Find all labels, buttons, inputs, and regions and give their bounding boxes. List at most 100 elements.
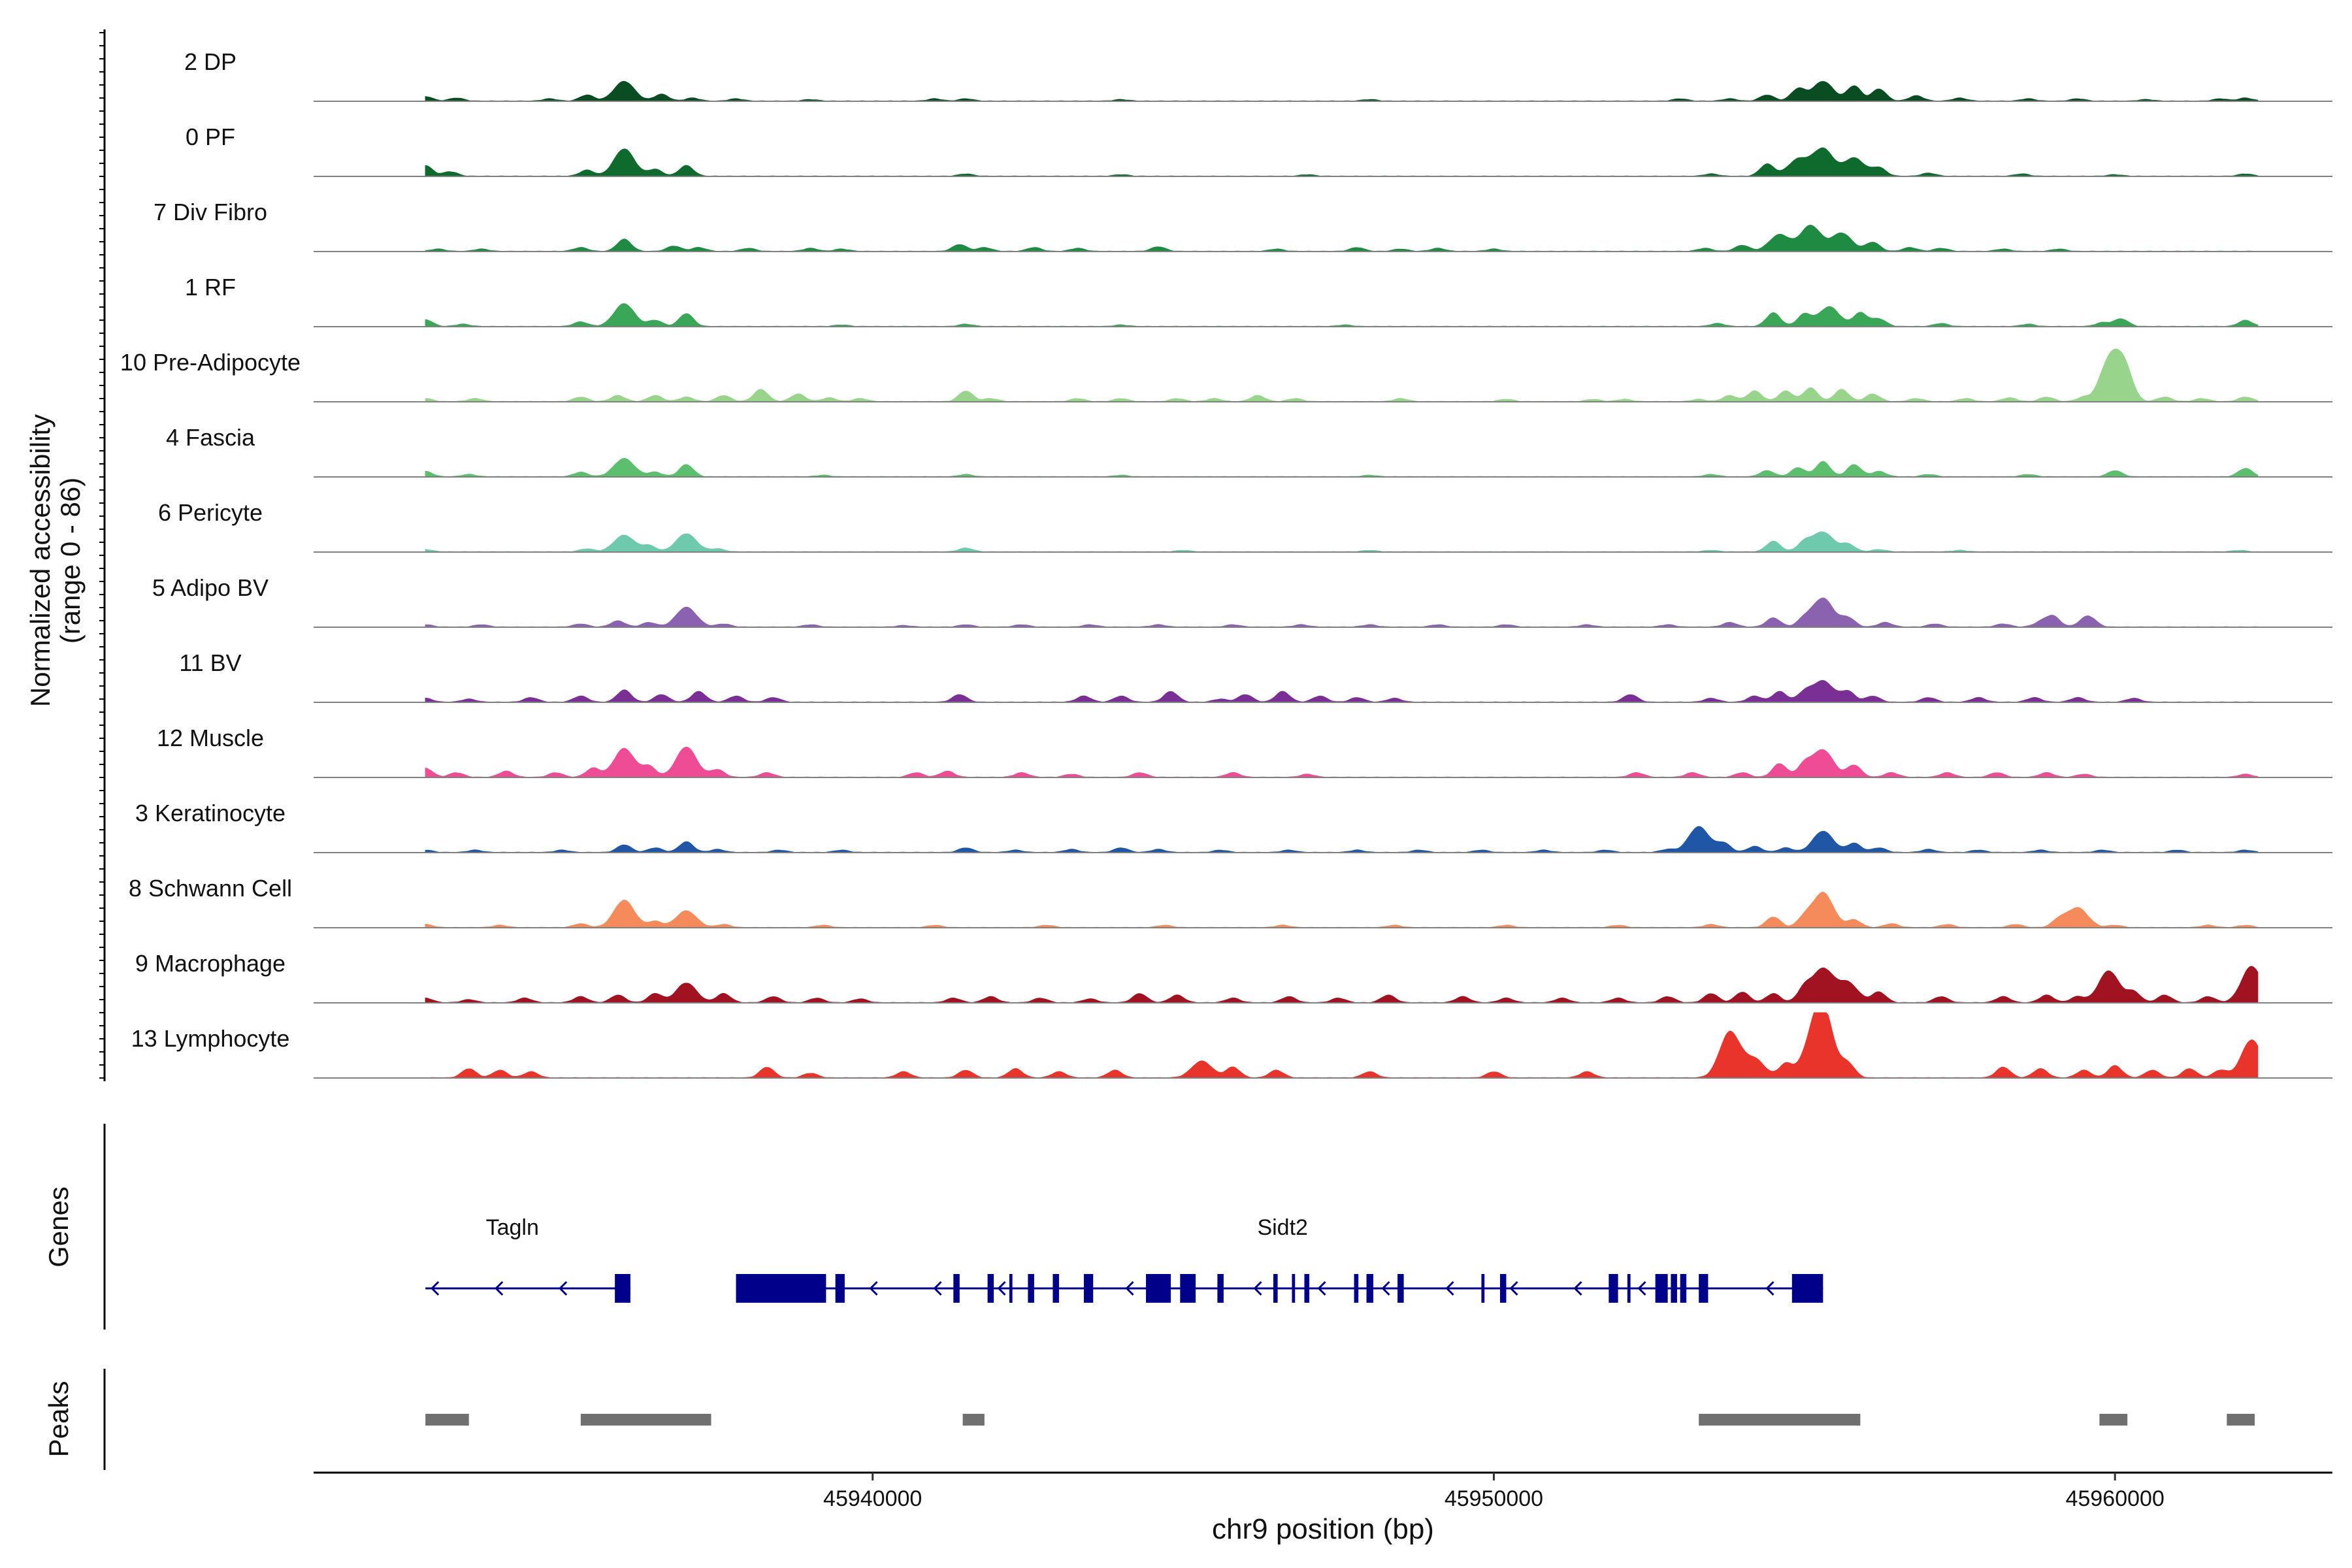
track-label: 5 Adipo BV bbox=[152, 574, 269, 601]
x-tick-label: 45950000 bbox=[1445, 1486, 1543, 1511]
x-axis-title: chr9 position (bp) bbox=[1212, 1513, 1434, 1545]
track-label: 8 Schwann Cell bbox=[129, 875, 292, 902]
exon bbox=[736, 1274, 826, 1303]
coverage-area bbox=[425, 746, 2259, 778]
track-label: 1 RF bbox=[185, 274, 236, 301]
track-label: 6 Pericyte bbox=[158, 499, 263, 526]
coverage-area bbox=[425, 1012, 2259, 1079]
peak-track bbox=[425, 1414, 2255, 1426]
gene-name-label: Tagln bbox=[486, 1215, 539, 1240]
exon bbox=[1366, 1274, 1374, 1303]
peak-region bbox=[2227, 1414, 2255, 1426]
track-1: 2 DP bbox=[184, 48, 2332, 102]
exon bbox=[987, 1274, 994, 1303]
exon bbox=[1009, 1274, 1013, 1303]
strand-arrow bbox=[1445, 1281, 1454, 1296]
track-label: 7 Div Fibro bbox=[154, 199, 267, 225]
peak-region bbox=[2099, 1414, 2128, 1426]
coverage-area bbox=[425, 891, 2259, 928]
strand-arrow bbox=[1125, 1281, 1134, 1296]
track-3: 7 Div Fibro bbox=[154, 199, 2332, 252]
exon bbox=[1354, 1274, 1359, 1303]
track-label: 12 Muscle bbox=[157, 725, 264, 751]
x-axis-ticks: 45940000 45950000 45960000 bbox=[823, 1473, 2164, 1511]
strand-arrow bbox=[933, 1281, 942, 1296]
gene-sidt2: Sidt2 bbox=[736, 1215, 1823, 1303]
gene-annotation-track: Tagln Sidt2 bbox=[425, 1215, 1823, 1303]
track-11: 3 Keratinocyte bbox=[135, 800, 2332, 853]
exon bbox=[1273, 1274, 1278, 1303]
peaks-panel-label: Peaks bbox=[43, 1381, 74, 1458]
peak-region bbox=[962, 1414, 985, 1426]
exon bbox=[1146, 1274, 1171, 1303]
peak-region bbox=[1699, 1414, 1861, 1426]
track-4: 1 RF bbox=[185, 274, 2332, 327]
exon bbox=[1397, 1274, 1404, 1303]
track-8: 5 Adipo BV bbox=[152, 574, 2332, 628]
track-label: 2 DP bbox=[184, 48, 237, 75]
genes-panel-label: Genes bbox=[43, 1186, 74, 1267]
track-2: 0 PF bbox=[186, 123, 2332, 177]
x-tick-label: 45940000 bbox=[823, 1486, 922, 1511]
exon bbox=[615, 1274, 630, 1303]
coverage-area bbox=[425, 81, 2259, 102]
exon bbox=[1791, 1274, 1823, 1303]
track-6: 4 Fascia bbox=[166, 424, 2332, 478]
x-tick-label: 45960000 bbox=[2066, 1486, 2164, 1511]
track-12: 8 Schwann Cell bbox=[129, 875, 2332, 928]
exon bbox=[1083, 1274, 1094, 1303]
strand-arrow bbox=[559, 1281, 568, 1296]
coverage-area bbox=[425, 224, 2259, 252]
exon bbox=[1053, 1274, 1059, 1303]
coverage-tracks: 2 DP 0 PF 7 Div Fibro 1 RF 10 Pre-Adipocyte 4… bbox=[120, 48, 2332, 1079]
strand-arrow bbox=[431, 1281, 440, 1296]
coverage-area bbox=[425, 303, 2259, 327]
track-label: 13 Lymphocyte bbox=[131, 1025, 290, 1052]
gene-name-label: Sidt2 bbox=[1257, 1215, 1308, 1240]
coverage-area bbox=[425, 679, 2259, 703]
strand-arrow bbox=[1509, 1281, 1518, 1296]
exon bbox=[835, 1274, 845, 1303]
track-label: 11 BV bbox=[179, 649, 241, 676]
exon bbox=[1627, 1274, 1631, 1303]
y-axis-title-line1: Normalized accessibility bbox=[25, 414, 56, 707]
track-7: 6 Pericyte bbox=[158, 499, 2332, 553]
exon bbox=[1609, 1274, 1618, 1303]
coverage-area bbox=[425, 597, 2259, 628]
track-10: 12 Muscle bbox=[157, 725, 2332, 778]
track-14: 13 Lymphocyte bbox=[131, 1012, 2332, 1079]
strand-arrow bbox=[997, 1281, 1006, 1296]
exon bbox=[1217, 1274, 1224, 1303]
track-label: 4 Fascia bbox=[166, 424, 255, 451]
exon bbox=[1304, 1274, 1310, 1303]
strand-arrow bbox=[1637, 1281, 1646, 1296]
strand-arrow bbox=[495, 1281, 504, 1296]
y-axis-title-line2: (range 0 - 86) bbox=[55, 478, 86, 644]
exon bbox=[1655, 1274, 1668, 1303]
track-label: 9 Macrophage bbox=[135, 950, 286, 977]
strand-arrow bbox=[1317, 1281, 1326, 1296]
gene-tagln: Tagln bbox=[425, 1215, 630, 1303]
strand-arrow bbox=[1253, 1281, 1262, 1296]
strand-arrow bbox=[869, 1281, 878, 1296]
coverage-area bbox=[425, 147, 2259, 177]
exon bbox=[953, 1274, 960, 1303]
track-9: 11 BV bbox=[179, 649, 2332, 703]
exon bbox=[1292, 1274, 1296, 1303]
peak-region bbox=[425, 1414, 469, 1426]
track-5: 10 Pre-Adipocyte bbox=[120, 348, 2332, 402]
strand-arrow bbox=[1381, 1281, 1390, 1296]
exon bbox=[1180, 1274, 1196, 1303]
exon bbox=[1671, 1274, 1677, 1303]
exon bbox=[1699, 1274, 1708, 1303]
coverage-area bbox=[425, 348, 2259, 402]
strand-arrow bbox=[1573, 1281, 1582, 1296]
strand-arrow bbox=[1765, 1281, 1774, 1296]
coverage-y-ticks bbox=[99, 32, 105, 1079]
coverage-area bbox=[425, 531, 2259, 553]
track-13: 9 Macrophage bbox=[135, 950, 2332, 1004]
exon bbox=[1680, 1274, 1687, 1303]
exon bbox=[1481, 1274, 1485, 1303]
coverage-area bbox=[425, 826, 2259, 853]
